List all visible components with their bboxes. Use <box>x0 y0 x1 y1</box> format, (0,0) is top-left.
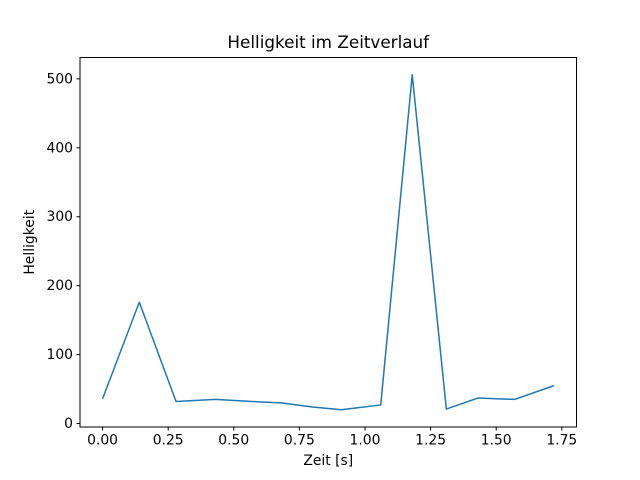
x-axis-label: Zeit [s] <box>303 453 353 469</box>
x-axis-ticks: 0.00 0.25 0.50 0.75 1.00 1.25 1.50 1.75 <box>87 427 577 449</box>
x-tick-label: 0.50 <box>218 433 249 449</box>
chart-title: Helligkeit im Zeitverlauf <box>227 32 430 52</box>
data-series-line <box>101 73 555 411</box>
y-axis-label: Helligkeit <box>22 209 38 274</box>
x-tick-label: 1.50 <box>481 433 512 449</box>
y-tick-label: 200 <box>46 278 73 294</box>
x-tick-label: 0.25 <box>153 433 184 449</box>
y-axis-ticks: 0 100 200 300 400 500 <box>46 71 80 432</box>
y-tick-label: 0 <box>64 416 73 432</box>
x-tick-label: 1.25 <box>415 433 446 449</box>
x-tick-label: 1.00 <box>350 433 381 449</box>
x-tick-label: 0.75 <box>284 433 315 449</box>
y-tick-label: 100 <box>46 347 73 363</box>
y-tick-label: 400 <box>46 140 73 156</box>
y-tick-label: 300 <box>46 209 73 225</box>
x-tick-label: 0.00 <box>87 433 118 449</box>
x-tick-label: 1.75 <box>546 433 577 449</box>
y-tick-label: 500 <box>46 71 73 87</box>
plot-frame <box>79 57 577 428</box>
